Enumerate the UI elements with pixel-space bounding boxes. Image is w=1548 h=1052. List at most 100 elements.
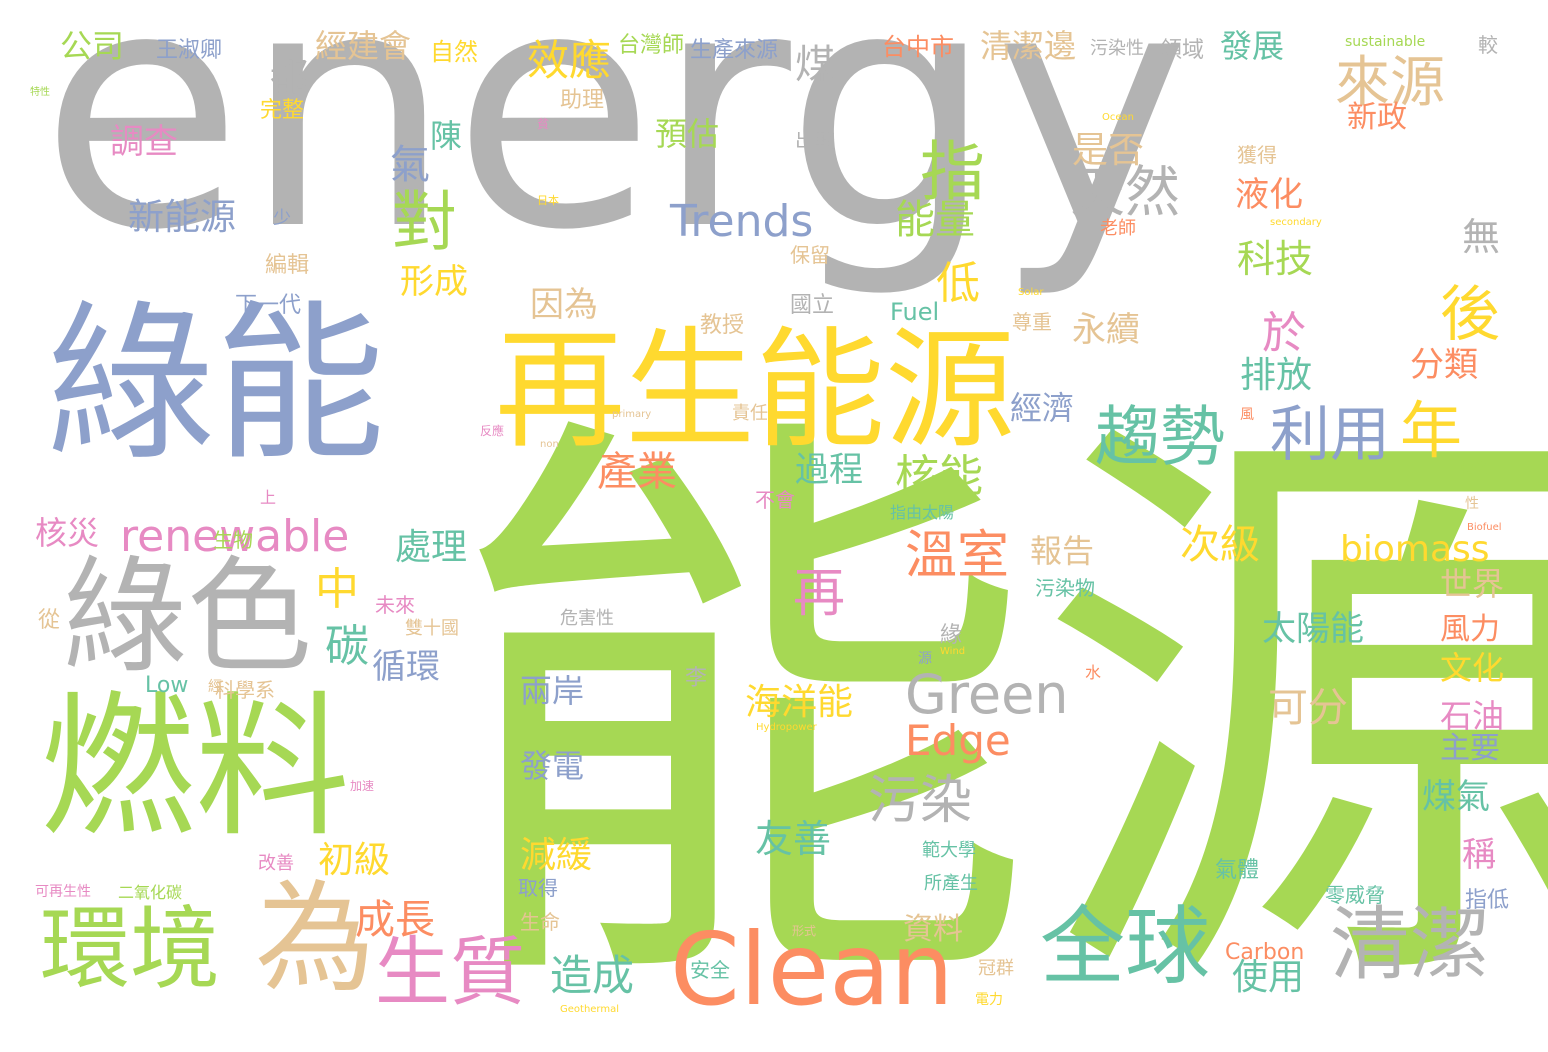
- word-66: 經濟: [1010, 389, 1075, 427]
- word-35: 於: [1262, 308, 1306, 359]
- word-143: 水: [1085, 663, 1102, 682]
- word-57: 預估: [655, 115, 720, 153]
- word-43: 海洋能: [745, 682, 854, 723]
- word-103: 不會: [755, 488, 795, 512]
- word-55: 發展: [1220, 27, 1285, 65]
- word-22: Green: [905, 663, 1069, 726]
- word-102: 責任: [732, 403, 768, 424]
- word-132: sustainable: [1345, 34, 1426, 50]
- word-101: 尊重: [1012, 310, 1052, 334]
- word-75: 稱: [1462, 835, 1496, 875]
- word-127: 少: [273, 208, 291, 229]
- word-92: 出較: [795, 128, 835, 152]
- word-144: 風: [1240, 407, 1254, 423]
- word-137: non: [540, 439, 559, 450]
- word-17: 對: [392, 185, 458, 260]
- word-50: 報告: [1030, 532, 1095, 570]
- word-71: 風力: [1440, 612, 1500, 647]
- word-11: 生質: [375, 928, 526, 1016]
- word-58: 新政: [1347, 100, 1407, 135]
- word-78: 煤: [795, 42, 835, 88]
- word-118: 所產生: [924, 873, 978, 894]
- word-80: 氣: [390, 142, 430, 188]
- word-49: 煤氣: [1422, 777, 1490, 817]
- word-90: 完整: [260, 98, 305, 123]
- word-86: 王淑卿: [156, 38, 223, 63]
- word-23: Edge: [905, 716, 1011, 765]
- word-96: 編輯: [265, 253, 310, 278]
- word-152: 日本: [537, 194, 559, 207]
- word-88: 領域: [1160, 38, 1205, 63]
- word-0: energy: [40, 0, 1190, 302]
- word-69: 發電: [520, 747, 585, 785]
- word-16: 指: [920, 135, 986, 210]
- word-104: 生物: [213, 528, 253, 552]
- word-5: 綠色: [62, 545, 312, 690]
- word-140: Geothermal: [560, 1004, 620, 1015]
- word-124: 上: [260, 488, 277, 507]
- word-40: 碳: [325, 621, 369, 672]
- word-31: 成長: [355, 897, 435, 943]
- word-87: 自然: [430, 38, 478, 66]
- word-121: 可再生性: [35, 884, 91, 900]
- word-44: 友善: [755, 817, 832, 861]
- word-38: 中: [315, 564, 359, 615]
- word-133: secondary: [1270, 217, 1322, 228]
- word-64: 分類: [1410, 345, 1478, 385]
- word-74: 主要: [1440, 731, 1500, 766]
- word-82: 無: [1462, 215, 1501, 259]
- word-85: 生產來源: [690, 38, 779, 63]
- word-76: 使用: [1232, 957, 1305, 998]
- word-10: 清潔: [1330, 898, 1490, 991]
- word-107: Low: [145, 673, 189, 698]
- word-70: 世界: [1440, 565, 1505, 603]
- word-111: 安全: [690, 958, 730, 982]
- word-147: 形式: [792, 924, 817, 938]
- word-106: 雙十國: [405, 618, 459, 639]
- word-117: 電力: [975, 992, 1003, 1008]
- word-97: 下一代: [235, 293, 302, 318]
- word-95: 保留: [790, 243, 830, 267]
- word-21: renewable: [120, 511, 350, 562]
- word-130: 污染物: [1035, 576, 1095, 600]
- word-99: 國立: [790, 293, 835, 318]
- word-18: 天然: [1070, 160, 1181, 224]
- word-65: 過程: [795, 450, 863, 490]
- word-120: 二氧化碳: [118, 883, 183, 902]
- word-19: 來源: [1335, 50, 1446, 114]
- word-125: 較: [1478, 33, 1498, 57]
- word-135: Solar: [1018, 287, 1044, 298]
- word-8: 為: [255, 870, 375, 1009]
- word-129: 危害性: [560, 608, 614, 629]
- word-48: 可分: [1268, 685, 1348, 731]
- word-7: 環境: [40, 897, 220, 1002]
- word-126: 李: [685, 666, 708, 691]
- word-24: biomass: [1340, 529, 1490, 570]
- word-27: 污染: [868, 771, 973, 831]
- word-46: 減緩: [520, 835, 593, 876]
- word-4: 燃料: [40, 677, 350, 858]
- word-148: 性: [1465, 496, 1479, 512]
- word-20: Trends: [670, 196, 814, 247]
- word-83: 台中市: [882, 33, 954, 61]
- word-119: 範大學: [922, 840, 976, 861]
- word-60: 液化: [1235, 175, 1303, 215]
- word-33: 新能源: [128, 197, 237, 238]
- word-116: 冠群: [978, 958, 1014, 979]
- word-145: 轉化: [1460, 461, 1488, 477]
- word-42: 處理: [395, 527, 468, 568]
- word-134: Ocean: [1102, 112, 1134, 123]
- word-100: Fuel: [890, 298, 940, 326]
- word-81: 陳: [430, 117, 463, 155]
- word-93: 獲得: [1237, 143, 1277, 167]
- word-139: Hydropower: [756, 722, 817, 733]
- word-13: 利用: [1270, 400, 1390, 470]
- word-138: Biofuel: [1467, 522, 1502, 533]
- word-26: 核能: [895, 451, 983, 502]
- word-62: 形成: [400, 262, 468, 302]
- word-32: 造成: [550, 951, 635, 1000]
- word-84: 台灣師: [618, 33, 685, 58]
- word-108: 科學系: [215, 678, 275, 702]
- word-52: 公司: [60, 27, 125, 65]
